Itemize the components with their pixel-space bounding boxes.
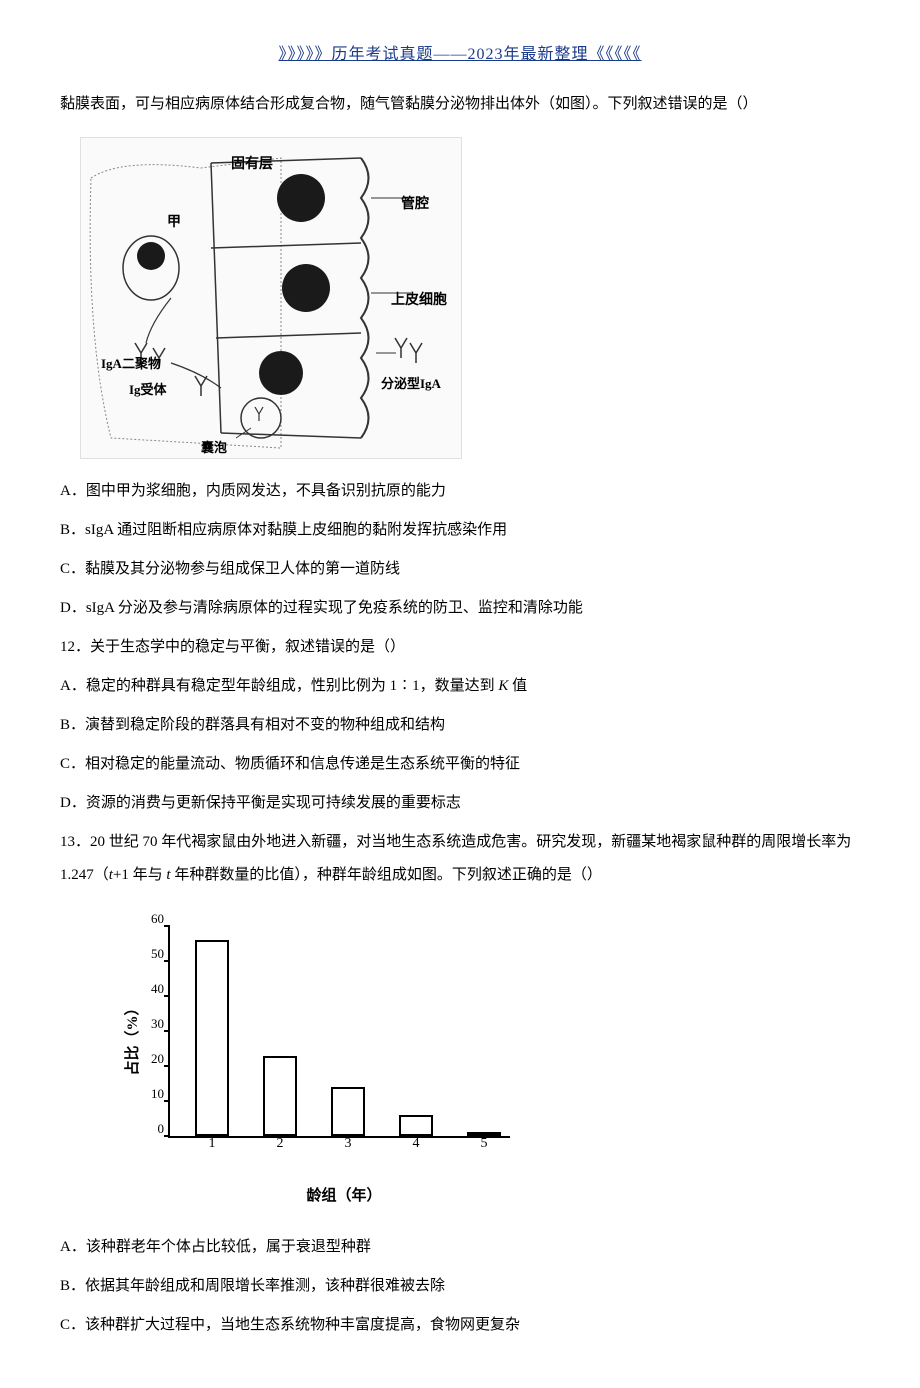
- q12-option-b: B．演替到稳定阶段的群落具有相对不变的物种组成和结构: [60, 709, 860, 742]
- chart-xtick: 1: [195, 1129, 229, 1160]
- label-iga-dimer: IgA二聚物: [101, 350, 161, 379]
- label-jia: 甲: [167, 208, 181, 239]
- chart-ytick: 60: [134, 905, 164, 934]
- chart-ytick: 0: [134, 1115, 164, 1144]
- q13-stem: 13．20 世纪 70 年代褐家鼠由外地进入新疆，对当地生态系统造成危害。研究发…: [60, 826, 860, 892]
- label-shangpi: 上皮细胞: [391, 286, 447, 317]
- chart-ytick: 10: [134, 1080, 164, 1109]
- q13-option-c: C．该种群扩大过程中，当地生态系统物种丰富度提高，食物网更复杂: [60, 1309, 860, 1342]
- chart-bar: [263, 1056, 297, 1137]
- chart-ytick: 50: [134, 940, 164, 969]
- chart-ytick: 30: [134, 1010, 164, 1039]
- q11-intro: 黏膜表面，可与相应病原体结合形成复合物，随气管黏膜分泌物排出体外（如图）。下列叙…: [60, 88, 860, 121]
- q12-a-pre: A．稳定的种群具有稳定型年龄组成，性别比例为 1∶1，数量达到: [60, 678, 498, 694]
- chart-ytick: 20: [134, 1045, 164, 1074]
- label-guanqiang: 管腔: [401, 190, 429, 221]
- chart-bar: [195, 940, 229, 1136]
- q13-option-a: A．该种群老年个体占比较低，属于衰退型种群: [60, 1231, 860, 1264]
- chart-xtick: 2: [263, 1129, 297, 1160]
- q11-option-c: C．黏膜及其分泌物参与组成保卫人体的第一道防线: [60, 553, 860, 586]
- q12-option-c: C．相对稳定的能量流动、物质循环和信息传递是生态系统平衡的特征: [60, 748, 860, 781]
- label-fenmi-iga: 分泌型IgA: [381, 370, 441, 399]
- q12-a-post: 值: [508, 678, 527, 694]
- label-nangpao: 囊泡: [201, 434, 227, 463]
- label-guyou: 固有层: [231, 150, 273, 181]
- q11-option-a: A．图中甲为浆细胞，内质网发达，不具备识别抗原的能力: [60, 475, 860, 508]
- chart-xlabel: 龄组（年）: [144, 1180, 544, 1213]
- q13-stem-mid1: +1 年与: [113, 867, 166, 883]
- q11-option-d: D．sIgA 分泌及参与清除病原体的过程实现了免疫系统的防卫、监控和清除功能: [60, 592, 860, 625]
- figure-siga-diagram: 固有层 甲 管腔 上皮细胞 IgA二聚物 Ig受体 分泌型IgA 囊泡: [80, 137, 462, 459]
- q11-option-b: B．sIgA 通过阻断相应病原体对黏膜上皮细胞的黏附发挥抗感染作用: [60, 514, 860, 547]
- q12-a-k: K: [498, 678, 508, 694]
- chart-xtick: 5: [467, 1129, 501, 1160]
- page-header: 》》》》》历年考试真题——2023年最新整理《《《《《: [60, 40, 860, 64]
- label-ig-receptor: Ig受体: [129, 376, 167, 405]
- chart-xtick: 3: [331, 1129, 365, 1160]
- q12-option-d: D．资源的消费与更新保持平衡是实现可持续发展的重要标志: [60, 787, 860, 820]
- q13-option-b: B．依据其年龄组成和周限增长率推测，该种群很难被去除: [60, 1270, 860, 1303]
- q13-stem-mid2: 年种群数量的比值），种群年龄组成如图。下列叙述正确的是（）: [171, 867, 602, 883]
- chart-xtick: 4: [399, 1129, 433, 1160]
- chart-ytick: 40: [134, 975, 164, 1004]
- q12-option-a: A．稳定的种群具有稳定型年龄组成，性别比例为 1∶1，数量达到 K 值: [60, 670, 860, 703]
- age-structure-chart: 占比（%） 010203040506012345: [120, 908, 520, 1168]
- q12-stem: 12．关于生态学中的稳定与平衡，叙述错误的是（）: [60, 631, 860, 664]
